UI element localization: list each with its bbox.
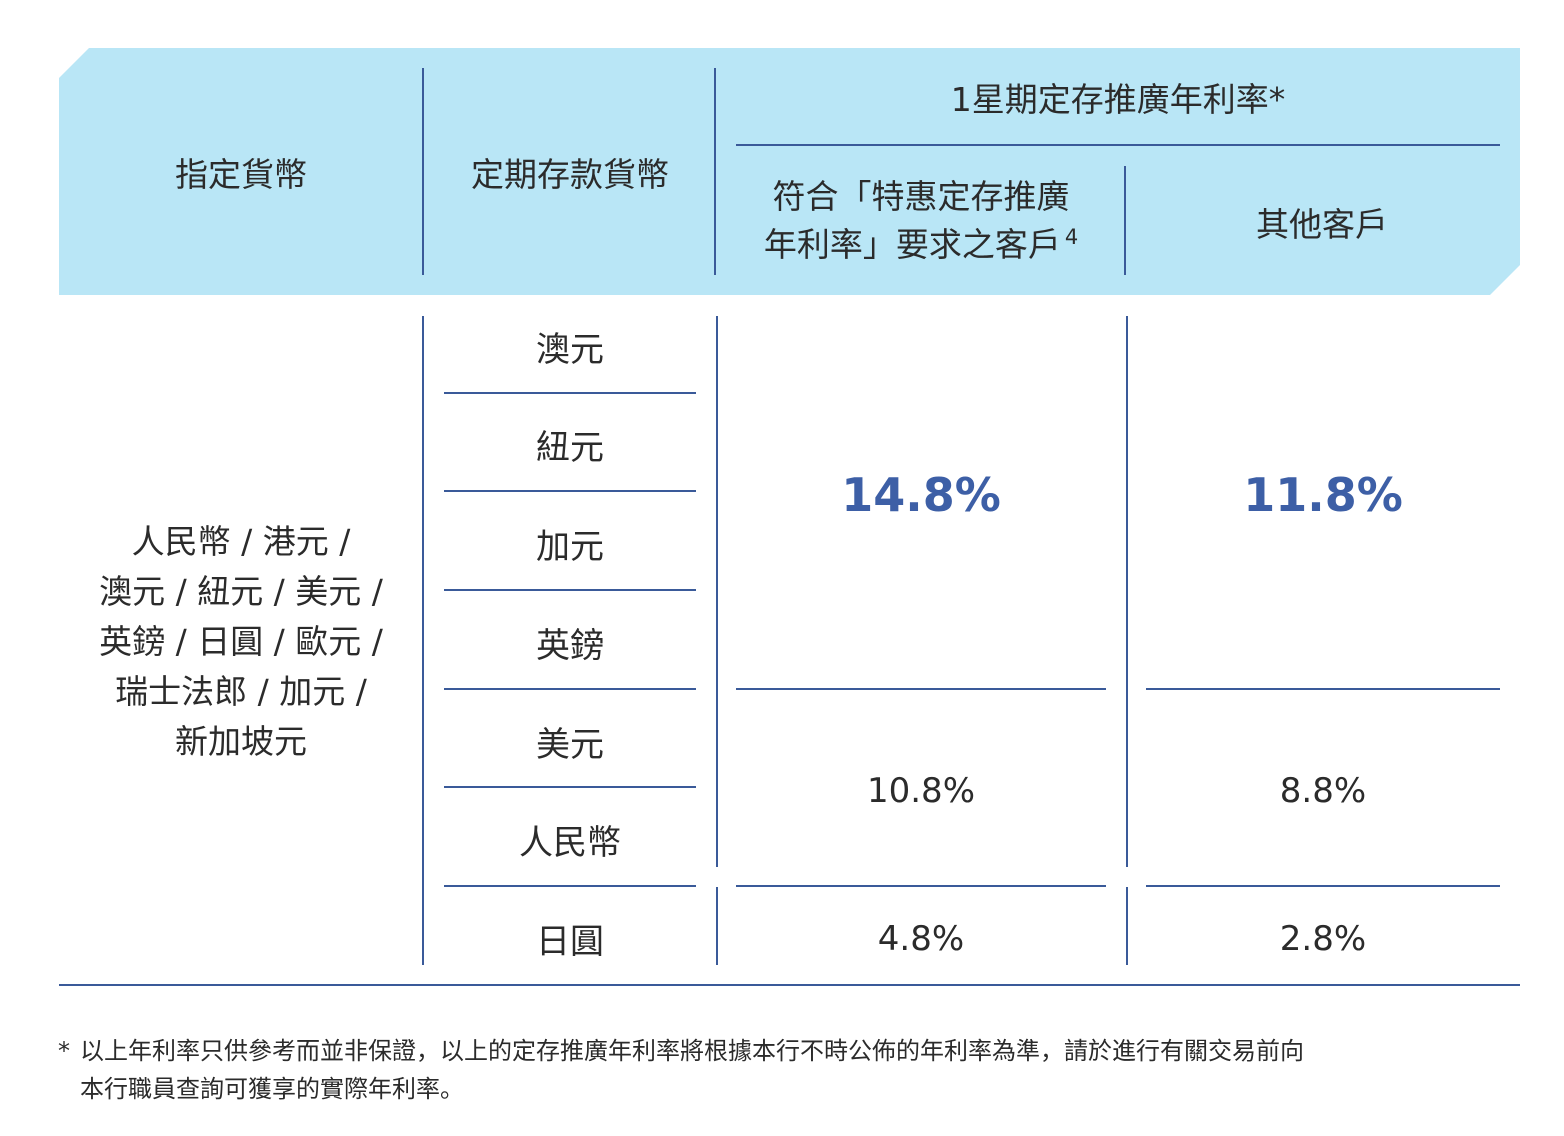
body-divider-3b — [1126, 887, 1128, 965]
row-separator — [444, 786, 696, 788]
footnote-asterisk: * — [58, 1037, 70, 1065]
header-promo-rate-group: 1星期定存推廣年利率* — [950, 80, 1286, 120]
row-separator — [444, 392, 696, 394]
row-separator — [444, 885, 696, 887]
deposit-currency-cad: 加元 — [536, 526, 604, 567]
header-divider-3 — [1124, 166, 1126, 275]
header-group-underline — [736, 144, 1500, 146]
rate-separator — [1146, 688, 1500, 690]
rate-separator — [736, 688, 1106, 690]
body-divider-2b — [716, 887, 718, 965]
deposit-currency-rmb: 人民幣 — [519, 822, 621, 863]
footnote-4-marker: 4 — [1064, 225, 1079, 249]
body-divider-3a — [1126, 316, 1128, 867]
deposit-currency-gbp: 英鎊 — [536, 625, 604, 666]
deposit-currency-usd: 美元 — [536, 724, 604, 765]
footnote-line-1: * 以上年利率只供參考而並非保證，以上的定存推廣年利率將根據本行不時公佈的年利率… — [58, 1032, 1538, 1070]
rate-group-b-others: 8.8% — [1279, 771, 1367, 811]
designated-currency-line: 澳元 / 紐元 / 美元 / — [99, 572, 383, 611]
rate-separator — [736, 885, 1106, 887]
header-divider-1 — [422, 68, 424, 275]
rate-group-c-others: 2.8% — [1279, 919, 1367, 959]
deposit-currency-jpy: 日圓 — [536, 921, 604, 962]
header-qualified-line2: 年利率」要求之客戶 4 — [763, 225, 1079, 264]
rate-group-a-others: 11.8% — [1243, 468, 1403, 522]
footnote-text-2: 本行職員查詢可獲享的實際年利率。 — [80, 1075, 464, 1103]
footnote: * 以上年利率只供參考而並非保證，以上的定存推廣年利率將根據本行不時公佈的年利率… — [58, 1032, 1538, 1108]
designated-currency-line: 新加坡元 — [175, 722, 307, 761]
rate-group-b-qualified: 10.8% — [866, 771, 975, 811]
row-separator — [444, 490, 696, 492]
designated-currency-line: 英鎊 / 日圓 / 歐元 / — [99, 622, 383, 661]
deposit-currency-aud: 澳元 — [536, 329, 604, 370]
deposit-currency-nzd: 紐元 — [536, 427, 604, 468]
designated-currency-line: 瑞士法郎 / 加元 / — [115, 672, 367, 711]
row-separator — [444, 688, 696, 690]
table-header-background — [59, 48, 1520, 295]
body-divider-2a — [716, 316, 718, 867]
header-qualified-line1: 符合「特惠定存推廣 — [772, 177, 1070, 217]
header-qualified-customers: 符合「特惠定存推廣 年利率」要求之客戶 4 — [717, 165, 1125, 277]
header-other-customers: 其他客戶 — [1256, 205, 1388, 245]
table-bottom-border — [59, 984, 1520, 986]
footnote-text-1: 以上年利率只供參考而並非保證，以上的定存推廣年利率將根據本行不時公佈的年利率為準… — [80, 1037, 1304, 1065]
row-separator — [444, 589, 696, 591]
rate-group-c-qualified: 4.8% — [877, 919, 965, 959]
designated-currency-line: 人民幣 / 港元 / — [131, 522, 351, 561]
header-deposit-currency: 定期存款貨幣 — [471, 155, 669, 195]
header-designated-currency: 指定貨幣 — [175, 155, 307, 195]
rate-group-a-qualified: 14.8% — [841, 468, 1001, 522]
designated-currency-list: 人民幣 / 港元 / 澳元 / 紐元 / 美元 / 英鎊 / 日圓 / 歐元 /… — [59, 517, 423, 767]
body-divider-1 — [422, 316, 424, 965]
rate-separator — [1146, 885, 1500, 887]
header-divider-2 — [714, 68, 716, 275]
